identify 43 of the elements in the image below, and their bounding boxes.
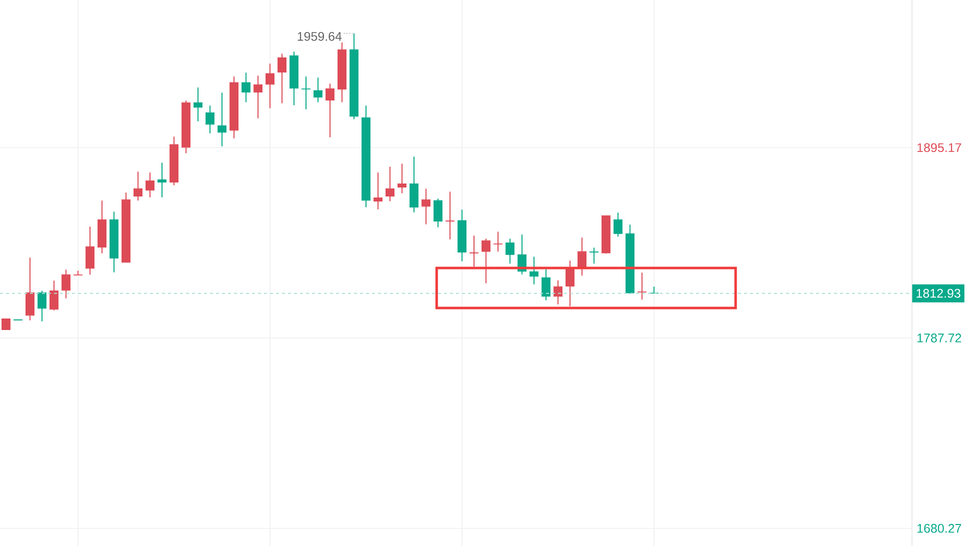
- candlestick: [506, 238, 514, 264]
- candlestick: [434, 198, 442, 228]
- candlestick: [38, 290, 46, 322]
- y-tick-label: 1895.17: [918, 143, 962, 152]
- candlestick: [422, 188, 430, 225]
- candlestick: [542, 268, 550, 301]
- candlestick: [62, 269, 70, 299]
- candlestick: [386, 166, 394, 202]
- annotation: 1959.64: [298, 32, 342, 41]
- candlestick: [326, 83, 334, 138]
- candlestick: [2, 318, 10, 330]
- y-tick-label: 1680.27: [918, 524, 962, 533]
- candlestick: [554, 280, 562, 305]
- ref-line-label: 1812.93: [916, 288, 960, 298]
- candlestick: [578, 237, 586, 276]
- candlestick: [158, 162, 166, 198]
- candlestick: [302, 76, 310, 110]
- candlestick: [314, 77, 322, 103]
- candlestick: [638, 272, 646, 300]
- candlestick: [254, 75, 262, 119]
- candlestick: [146, 172, 154, 198]
- candlestick: [26, 257, 34, 321]
- candlestick: [494, 231, 502, 252]
- candlestick: [50, 280, 58, 311]
- candlestick: [242, 72, 250, 103]
- candlestick: [614, 212, 622, 238]
- candlestick: [218, 92, 226, 147]
- candlestick: [566, 260, 574, 307]
- candlestick: [194, 87, 202, 122]
- y-tick-label: 1787.72: [918, 334, 962, 342]
- candlestick: [266, 63, 274, 109]
- candlestick: [374, 172, 382, 210]
- candlestick: [470, 235, 478, 268]
- candlestick: [278, 53, 286, 104]
- candlestick: [134, 171, 142, 202]
- candlestick: [446, 191, 454, 240]
- candlestick: [206, 105, 214, 134]
- candlestick: [482, 238, 490, 284]
- candlestick: [410, 156, 418, 213]
- candlestick: [590, 247, 598, 264]
- candlestick: [86, 226, 94, 276]
- candlestick: [398, 163, 406, 194]
- candlestick: [530, 256, 538, 285]
